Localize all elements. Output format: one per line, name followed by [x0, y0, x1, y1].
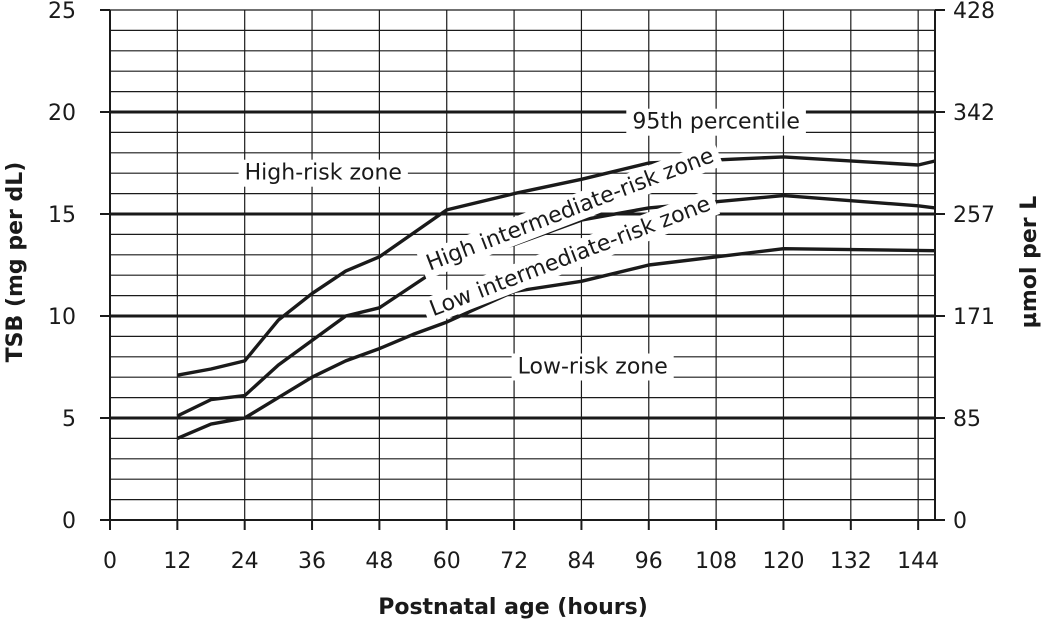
axes: [100, 9, 945, 530]
y-tick-label: 10: [48, 305, 76, 330]
zone-label-5: Low-risk zone: [511, 353, 674, 381]
percentile-curve-3: [176, 247, 936, 440]
zone-label-background: [416, 140, 724, 280]
zone-label-text: High-risk zone: [245, 161, 402, 186]
y2-tick-label: 257: [953, 203, 995, 228]
x-tick-label: 72: [500, 549, 528, 574]
zone-label-text: 95th percentile: [632, 110, 800, 135]
y2-tick-label: 171: [953, 305, 995, 330]
y-tick-label: 25: [48, 0, 76, 24]
y2-tick-label: 342: [953, 101, 995, 126]
zone-label-background: [238, 159, 408, 187]
x-tick-label: 12: [163, 549, 191, 574]
y-tick-label: 15: [48, 203, 76, 228]
y2-tick-label: 0: [953, 509, 967, 534]
tick-labels: 0 5 10 15 20 25 0 85 171 257 342 428 0 12 24 36 48 60 72 84…: [48, 0, 995, 574]
x-tick-label: 60: [433, 549, 461, 574]
percentile-curve-1: [176, 155, 936, 377]
x-tick-label: 0: [103, 549, 117, 574]
y-tick-label: 0: [62, 509, 76, 534]
y-tick-label: 20: [48, 101, 76, 126]
y-axis-title-left: TSB (mg per dL): [3, 162, 28, 363]
zone-label-1: 95th percentile: [626, 108, 806, 136]
zone-label-background: [626, 108, 806, 136]
percentile-curve-2: [176, 193, 936, 418]
y-tick-label: 5: [62, 407, 76, 432]
series-lines: [176, 155, 936, 440]
x-tick-label: 48: [365, 549, 393, 574]
x-tick-label: 144: [897, 549, 939, 574]
zone-label-background: [511, 353, 674, 381]
zone-label-text: Low-risk zone: [518, 355, 668, 380]
x-tick-label: 120: [762, 549, 804, 574]
x-tick-label: 36: [298, 549, 326, 574]
x-tick-label: 24: [231, 549, 259, 574]
x-tick-label: 132: [830, 549, 872, 574]
x-tick-label: 84: [567, 549, 595, 574]
zone-label-background: [420, 188, 721, 326]
zone-label-2: High-risk zone: [238, 159, 408, 187]
y2-tick-label: 428: [953, 0, 995, 24]
y2-tick-label: 85: [953, 407, 981, 432]
minor-gridlines: [109, 10, 935, 520]
x-tick-label: 108: [695, 549, 737, 574]
x-axis-title: Postnatal age (hours): [378, 595, 648, 620]
x-tick-label: 96: [635, 549, 663, 574]
y-axis-title-right: µmol per L: [1017, 196, 1042, 329]
